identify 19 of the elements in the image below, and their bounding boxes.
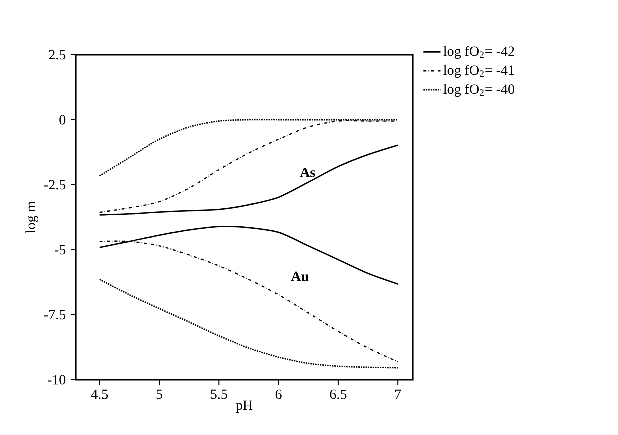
y-tick-label: -10 (48, 375, 66, 385)
legend-label: log fO$_{2}$= -41 (444, 65, 514, 78)
x-tick-label: 6 (276, 390, 282, 400)
annotation: As (300, 168, 316, 178)
legend-label: log fO$_{2}$= -42 (444, 46, 514, 60)
y-tick-label: -2.5 (44, 180, 66, 190)
y-tick-label: 0 (60, 115, 66, 125)
x-tick-label: 4.5 (91, 390, 108, 400)
x-tick-label: 5 (156, 390, 162, 400)
x-tick-label: 5.5 (211, 390, 228, 400)
legend-label: log fO$_{2}$= -40 (444, 84, 514, 97)
x-tick-label: 7 (396, 390, 402, 400)
y-tick-label: 2.5 (49, 50, 66, 60)
x-tick-label: 6.5 (330, 390, 347, 400)
x-axis-title: pH (236, 400, 253, 413)
y-tick-label: -5 (54, 245, 66, 255)
y-axis-title: log m (26, 202, 38, 234)
annotation: Au (291, 272, 309, 282)
y-tick-label: -7.5 (44, 310, 66, 320)
